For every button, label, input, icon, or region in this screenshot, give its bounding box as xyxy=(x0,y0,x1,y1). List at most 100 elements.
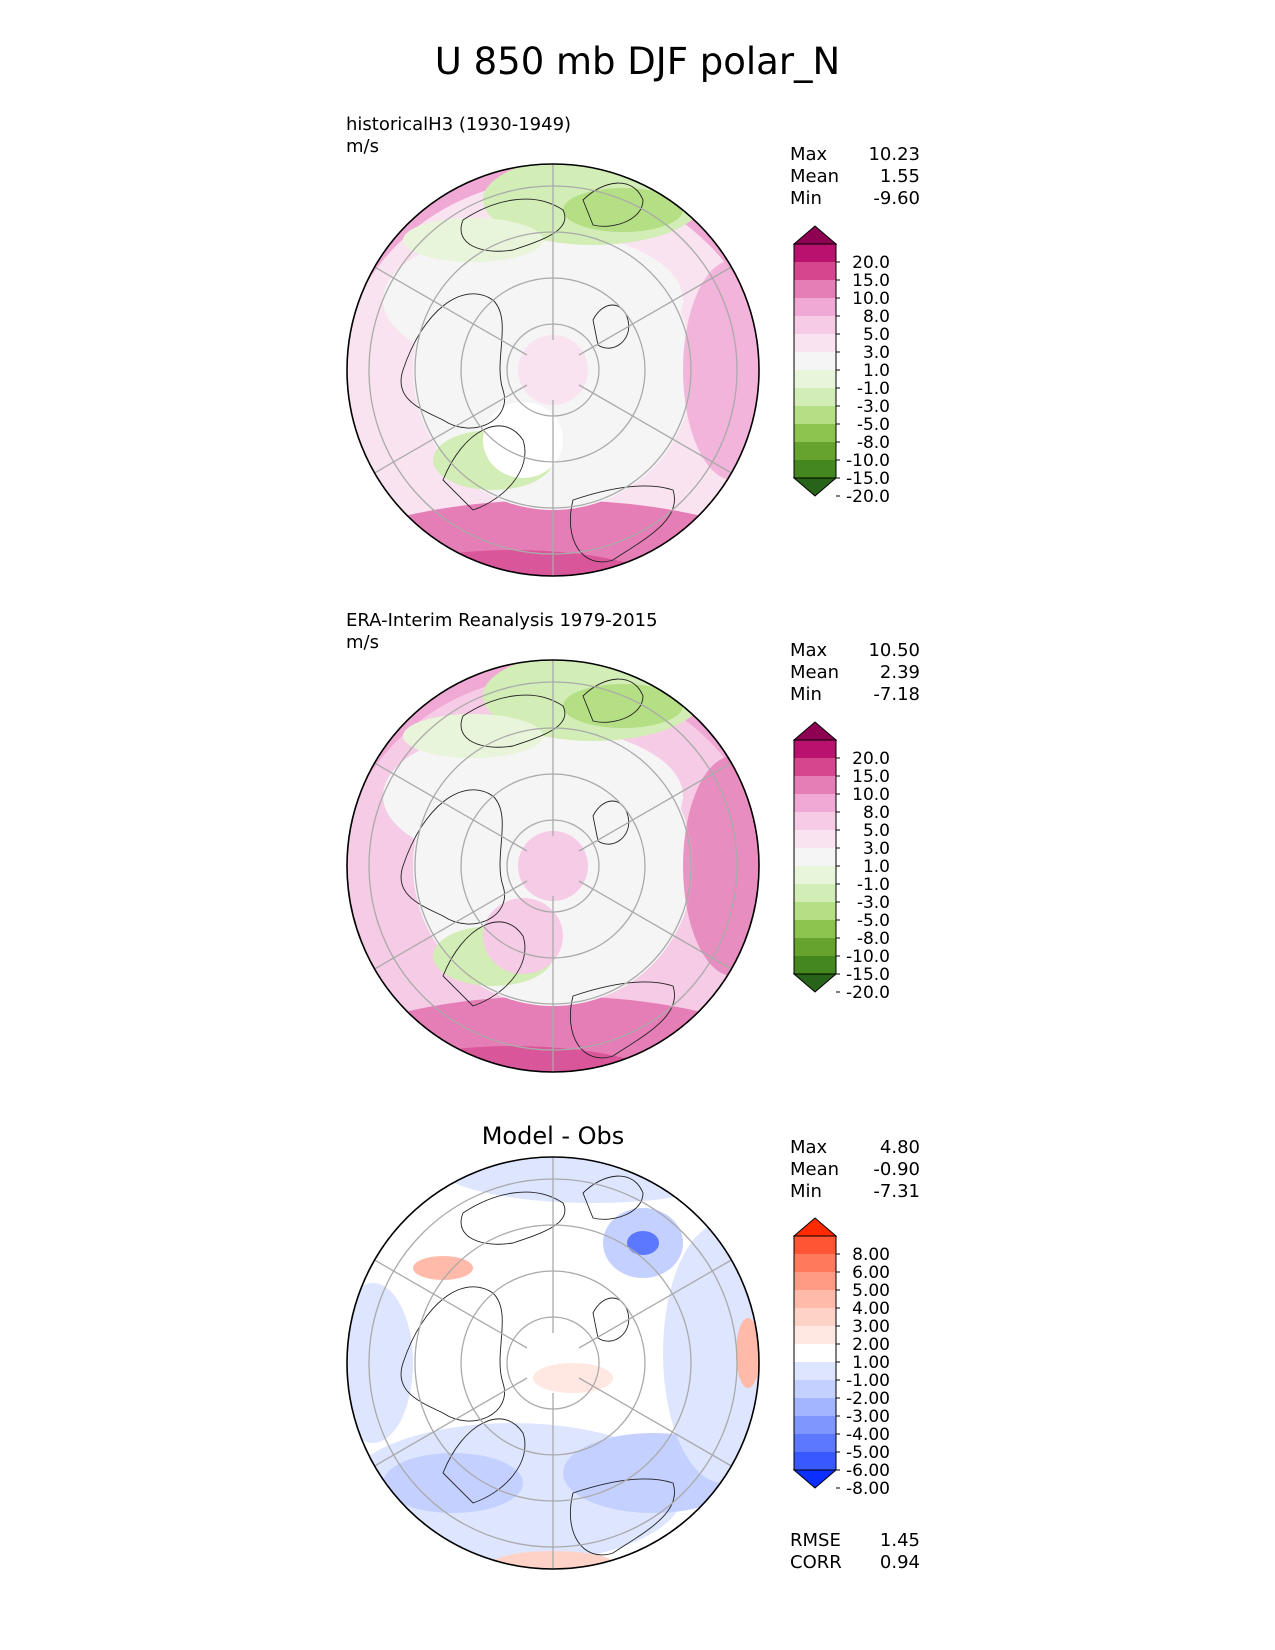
stat-label: Min xyxy=(790,1181,822,1202)
colorbar-segment xyxy=(794,280,836,298)
colorbar-tick-label: 20.0 xyxy=(852,749,890,769)
panel-2-title: ERA-Interim Reanalysis 1979-2015 m/s xyxy=(346,610,658,654)
colorbar-tick-label: -5.0 xyxy=(857,911,890,931)
stat-value: -7.31 xyxy=(873,1181,920,1202)
colorbar-extend-top xyxy=(792,1217,838,1237)
colorbar-tick-label: 8.00 xyxy=(852,1245,890,1265)
panel-3-title: Model - Obs xyxy=(481,1122,625,1150)
colorbar-tick-label: -1.0 xyxy=(857,875,890,895)
coastline xyxy=(592,304,630,349)
colorbar-segment xyxy=(794,956,836,974)
coastline xyxy=(569,485,675,563)
colorbar-segment xyxy=(794,316,836,334)
map-field xyxy=(347,660,759,1072)
coastline xyxy=(400,1286,505,1422)
panel-3-extra-stats: RMSE 1.45 CORR 0.94 xyxy=(790,1530,920,1574)
colorbar-tick-label: -15.0 xyxy=(846,965,890,985)
colorbar-tick-label: 1.0 xyxy=(863,857,890,877)
colorbar-tick-label: -3.0 xyxy=(857,397,890,417)
coastline xyxy=(569,981,675,1059)
colorbar-segment xyxy=(794,1254,836,1272)
colorbar-segment xyxy=(794,424,836,442)
meridian-line xyxy=(578,880,732,970)
field-band xyxy=(403,714,543,758)
coastline xyxy=(582,1175,644,1220)
meridian-line xyxy=(374,762,528,852)
panel-3-colorbar: 8.006.005.004.003.002.001.00-1.00-2.00-3… xyxy=(792,1217,890,1499)
coastline xyxy=(592,800,630,845)
coastline xyxy=(442,921,526,1007)
meridian-line xyxy=(578,1259,732,1349)
field-band xyxy=(627,1231,659,1255)
colorbar-tick-label: 4.00 xyxy=(852,1299,890,1319)
colorbar-segment xyxy=(794,1326,836,1344)
colorbar-segment xyxy=(794,262,836,280)
coastline xyxy=(582,678,644,723)
meridian-line xyxy=(578,384,732,474)
panel-1-units: m/s xyxy=(346,136,379,157)
colorbar-segment xyxy=(794,866,836,884)
colorbar-extend-bottom xyxy=(792,1469,838,1489)
colorbar-segment xyxy=(794,848,836,866)
field-band xyxy=(347,1283,413,1443)
field-band xyxy=(518,335,588,405)
colorbar-segment xyxy=(794,812,836,830)
colorbar-segment xyxy=(794,244,836,262)
meridian-line xyxy=(578,266,732,356)
colorbar-segment xyxy=(794,1308,836,1326)
colorbar-tick-label: 1.00 xyxy=(852,1353,890,1373)
field-band xyxy=(403,218,543,262)
colorbar-tick-label: 1.0 xyxy=(863,361,890,381)
colorbar-tick-label: 5.00 xyxy=(852,1281,890,1301)
colorbar-segment xyxy=(794,298,836,316)
map-boundary xyxy=(346,1156,760,1570)
meridian-line xyxy=(374,384,528,474)
colorbar-tick-label: -1.00 xyxy=(846,1371,890,1391)
stat-label: Min xyxy=(790,188,822,209)
colorbar-tick-label: -4.00 xyxy=(846,1425,890,1445)
colorbar-tick-label: -20.0 xyxy=(846,487,890,507)
map-boundary xyxy=(346,163,760,577)
colorbar-tick-label: -3.0 xyxy=(857,893,890,913)
meridian-line xyxy=(374,1259,528,1349)
colorbar-tick-label: 5.0 xyxy=(863,821,890,841)
colorbar-segment xyxy=(794,388,836,406)
colorbar-tick-label: -5.00 xyxy=(846,1443,890,1463)
colorbar-segment xyxy=(794,902,836,920)
colorbar-tick-label: -2.00 xyxy=(846,1389,890,1409)
colorbar-extend-bottom xyxy=(792,973,838,993)
stat-value: 10.23 xyxy=(868,144,920,165)
colorbar-segment xyxy=(794,830,836,848)
colorbar-extend-bottom xyxy=(792,477,838,497)
stat-label: Mean xyxy=(790,662,840,683)
colorbar-tick-label: 15.0 xyxy=(852,271,890,291)
colorbar-segment xyxy=(794,884,836,902)
stat-value: 1.55 xyxy=(879,166,920,187)
map-field xyxy=(347,164,759,576)
colorbar-tick-label: 5.0 xyxy=(863,325,890,345)
colorbar-tick-label: 8.0 xyxy=(863,803,890,823)
colorbar-tick-label: 3.00 xyxy=(852,1317,890,1337)
colorbar-segment xyxy=(794,460,836,478)
stat-value: 0.94 xyxy=(879,1552,920,1573)
colorbar-segment xyxy=(794,776,836,794)
map-boundary xyxy=(346,659,760,1073)
panel-3-polar-map xyxy=(346,1156,760,1570)
map-field xyxy=(347,1157,759,1569)
colorbar-segment xyxy=(794,1236,836,1254)
colorbar-frame xyxy=(793,739,837,975)
colorbar-segment xyxy=(794,758,836,776)
colorbar-segment xyxy=(794,1272,836,1290)
meridian-line xyxy=(374,880,528,970)
meridian-line xyxy=(374,1377,528,1467)
colorbar-frame xyxy=(793,1235,837,1471)
coastline xyxy=(442,425,526,511)
meridian-line xyxy=(374,266,528,356)
colorbar-segment xyxy=(794,938,836,956)
colorbar-segment xyxy=(794,1416,836,1434)
coastline xyxy=(442,1418,526,1504)
colorbar-segment xyxy=(794,1452,836,1470)
figure-title: U 850 mb DJF polar_N xyxy=(434,40,841,83)
field-band xyxy=(533,1363,613,1393)
colorbar-segment xyxy=(794,794,836,812)
